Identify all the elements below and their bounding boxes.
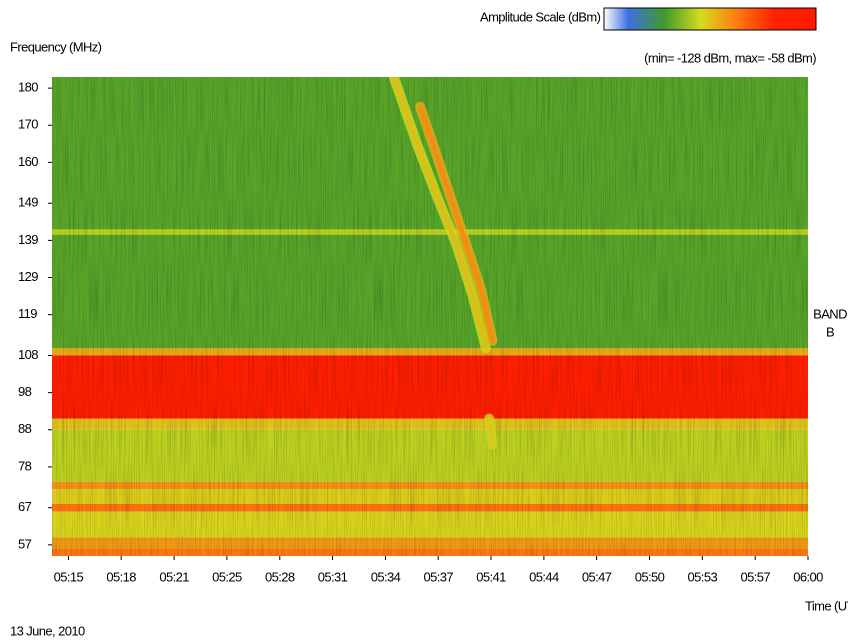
plot-area — [52, 77, 808, 556]
y-tick-label: 88 — [18, 421, 32, 436]
y-tick-label: 98 — [18, 384, 32, 399]
x-tick-label: 05:31 — [318, 569, 348, 584]
x-tick-label: 05:41 — [476, 569, 506, 584]
x-tick-label: 05:53 — [688, 569, 718, 584]
y-tick-label: 170 — [18, 117, 38, 132]
x-tick-label: 05:25 — [212, 569, 242, 584]
y-tick-label: 119 — [18, 306, 37, 321]
noise-texture — [52, 77, 808, 556]
range-label: (min= -128 dBm, max= -58 dBm) — [644, 50, 816, 65]
burst — [391, 77, 488, 351]
y-tick-label: 67 — [18, 499, 32, 514]
colorbar-title: Amplitude Scale (dBm) — [480, 9, 601, 24]
y-tick-label: 139 — [18, 232, 38, 247]
x-tick-label: 05:47 — [582, 569, 612, 584]
x-tick-label: 05:44 — [529, 569, 559, 584]
colorbar — [603, 7, 817, 31]
y-tick-label: 180 — [18, 80, 38, 95]
x-tick-label: 05:50 — [635, 569, 665, 584]
y-tick-label: 78 — [18, 458, 32, 473]
burst — [487, 416, 495, 447]
x-tick-label: 05:15 — [54, 569, 84, 584]
y-tick-label: 160 — [18, 154, 38, 169]
x-tick-label: 05:57 — [740, 569, 770, 584]
band-label: BAND — [813, 306, 847, 321]
x-tick-label: 05:37 — [423, 569, 453, 584]
date-label: 13 June, 2010 — [10, 623, 85, 638]
x-tick-label: 05:21 — [159, 569, 189, 584]
burst — [418, 104, 495, 343]
y-tick-label: 129 — [18, 269, 38, 284]
x-tick-label: 05:18 — [106, 569, 136, 584]
y-axis-label: Frequency (MHz) — [10, 39, 102, 54]
y-tick-label: 108 — [18, 347, 38, 362]
x-axis-label: Time (UT — [805, 598, 848, 613]
y-tick-label: 149 — [18, 195, 38, 210]
x-tick-label: 05:34 — [371, 569, 401, 584]
x-tick-label: 05:28 — [265, 569, 295, 584]
x-tick-label: 06:00 — [793, 569, 823, 584]
y-tick-label: 57 — [18, 536, 32, 551]
band-label: B — [826, 324, 834, 339]
